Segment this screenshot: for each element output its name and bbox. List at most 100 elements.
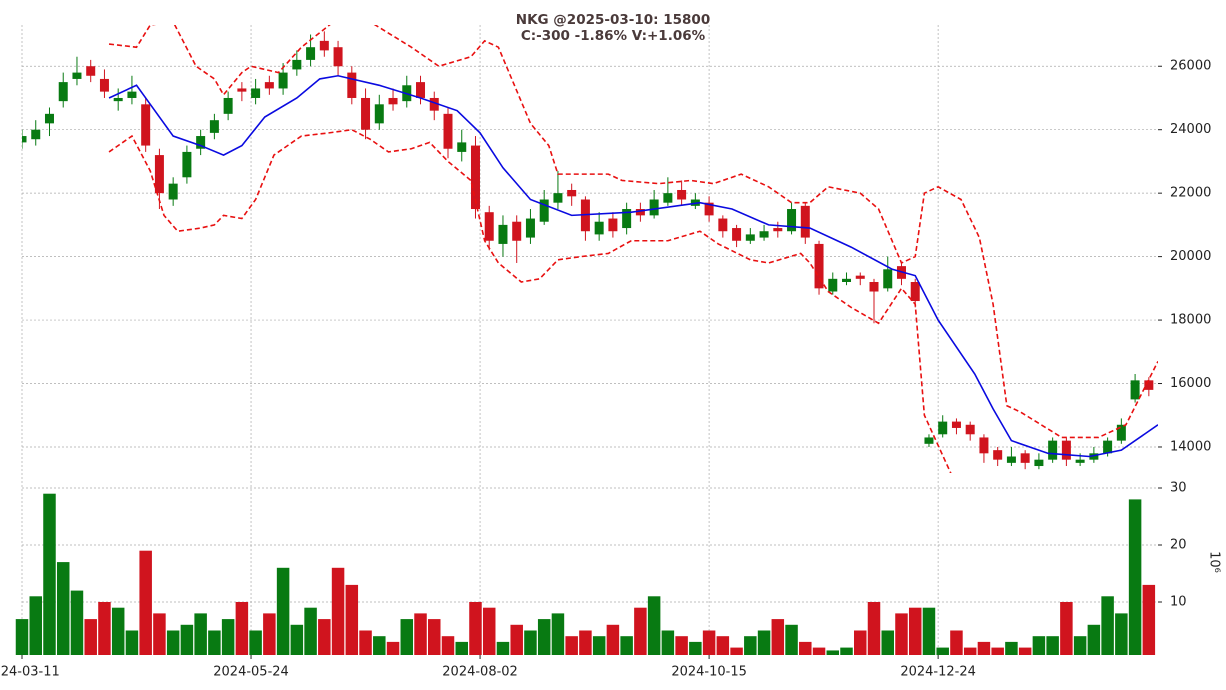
volume-bar — [606, 624, 620, 655]
candle-body — [924, 437, 934, 444]
volume-bar — [345, 584, 359, 655]
volume-bar — [1142, 584, 1156, 655]
candle-body — [168, 183, 178, 200]
volume-bar — [373, 636, 386, 655]
candle-body — [113, 97, 123, 102]
y-tick-label: 10 — [1170, 594, 1187, 609]
volume-bar — [551, 613, 565, 655]
volume-bar — [111, 607, 125, 655]
candle-body — [154, 155, 164, 194]
chart-title: NKG @2025-03-10: 15800 — [516, 12, 710, 28]
y-tick-label: 14000 — [1170, 439, 1211, 454]
volume-bar — [441, 636, 455, 655]
candle-body — [553, 193, 563, 203]
volume-bar — [620, 636, 633, 655]
candle-body — [251, 88, 261, 98]
candle-body — [31, 129, 41, 140]
candle-body — [306, 47, 316, 60]
candle-body — [594, 221, 604, 235]
x-tick-label: 2024-05-24 — [213, 665, 289, 680]
volume-bar — [496, 641, 510, 655]
volume-bar — [221, 619, 235, 655]
candle-body — [869, 281, 879, 292]
chart-subtitle: C:-300 -1.86% V:+1.06% — [521, 28, 706, 44]
candle-body — [1089, 453, 1099, 460]
volume-bar — [977, 641, 991, 655]
candle-body — [787, 209, 797, 232]
bollinger-band — [108, 25, 1158, 439]
volume-bar — [235, 601, 249, 655]
x-tick-label: 2024-03-11 — [0, 665, 60, 680]
candle-body — [718, 218, 728, 232]
volume-bar — [757, 630, 771, 655]
volume-bar — [826, 650, 840, 655]
volume-bar — [744, 636, 757, 655]
volume-bar — [579, 630, 592, 655]
y-tick-label: 20 — [1170, 537, 1187, 552]
volume-bar — [867, 601, 881, 655]
volume-bar — [1046, 636, 1059, 655]
volume-bar — [1101, 596, 1114, 655]
volume-bar — [43, 493, 56, 655]
candle-body — [965, 424, 975, 435]
candle-body — [842, 278, 852, 282]
volume-bar — [386, 641, 400, 655]
volume-bar — [592, 636, 606, 655]
candle-body — [196, 136, 206, 149]
volume-bar — [125, 630, 139, 655]
candle-body — [278, 72, 288, 89]
volume-bar — [455, 641, 468, 655]
volume-bar — [1060, 601, 1073, 655]
candle-body — [814, 243, 824, 289]
volume-bar — [854, 630, 867, 655]
volume-bar — [661, 630, 675, 655]
y-tick-label: 24000 — [1170, 122, 1211, 137]
volume-bar — [98, 601, 111, 655]
volume-bar — [730, 647, 743, 655]
volume-axis-label: 10⁶ — [1207, 551, 1222, 573]
candle-body — [416, 82, 426, 98]
volume-bar — [689, 641, 702, 655]
candle-body — [663, 193, 673, 203]
volume-bar — [936, 647, 949, 655]
volume-bar — [166, 630, 180, 655]
candle-body — [72, 72, 82, 79]
volume-bar — [15, 619, 29, 655]
candle-body — [525, 218, 535, 238]
candle-body — [745, 234, 755, 241]
volume-bar — [1087, 624, 1101, 655]
candle-body — [1130, 380, 1140, 400]
candle-body — [539, 199, 549, 222]
volume-bar — [1115, 613, 1128, 655]
candle-body — [361, 97, 371, 130]
volume-bar — [414, 613, 427, 655]
candle-body — [429, 97, 439, 111]
candle-body — [1116, 424, 1126, 441]
y-tick-label: 16000 — [1170, 376, 1211, 391]
candle-body — [443, 113, 453, 149]
candle-body — [182, 151, 192, 178]
candle-body — [1006, 456, 1016, 463]
moving-average — [108, 74, 1158, 458]
volume-bar — [963, 647, 977, 655]
volume-bar — [84, 619, 97, 655]
volume-bar — [950, 630, 963, 655]
candle-body — [388, 97, 398, 105]
x-tick-label: 2024-12-24 — [900, 665, 976, 680]
volume-bar — [840, 647, 853, 655]
volume-bar — [290, 624, 304, 655]
y-tick-label: 22000 — [1170, 186, 1211, 201]
candle-body — [910, 281, 920, 302]
volume-bar — [799, 641, 812, 655]
candle-body — [1075, 459, 1085, 463]
candle-body — [567, 189, 577, 197]
volume-bar — [716, 636, 730, 655]
volume-bar — [70, 590, 84, 655]
candle-body — [828, 278, 838, 292]
volume-bar — [1032, 636, 1046, 655]
candle-body — [319, 40, 329, 51]
volume-bar — [29, 596, 42, 655]
candle-body — [938, 421, 948, 435]
y-tick-label: 30 — [1170, 481, 1187, 496]
candle-body — [470, 145, 480, 210]
